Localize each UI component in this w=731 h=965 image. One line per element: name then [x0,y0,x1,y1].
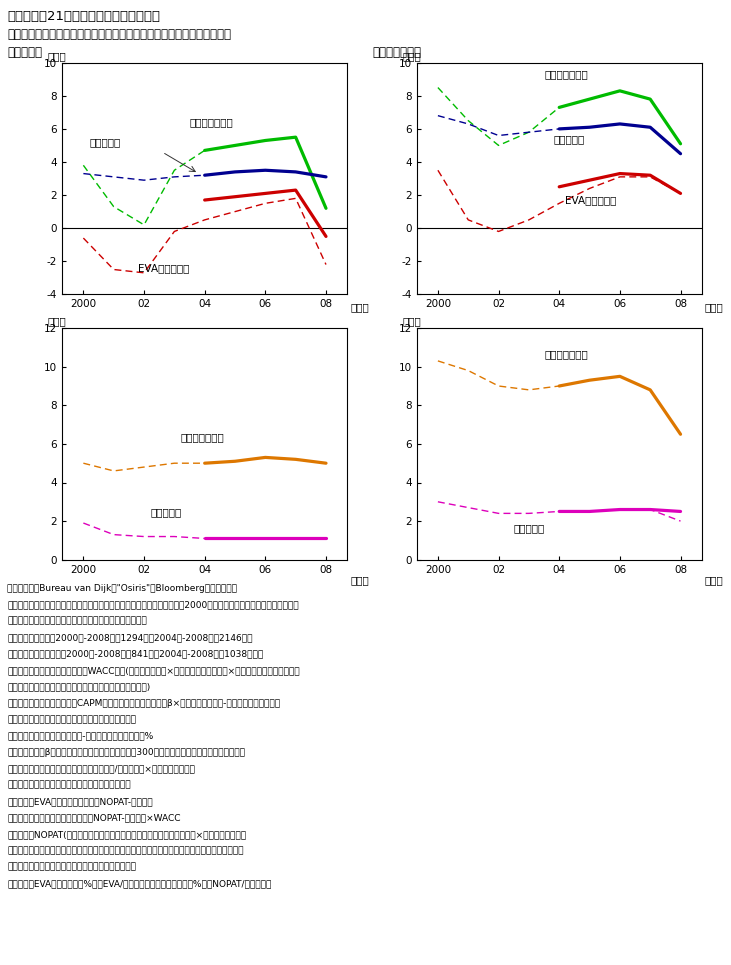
Text: ＝NOPAT-投下資本×WACC: ＝NOPAT-投下資本×WACC [7,813,181,822]
Text: 資本コスト: 資本コスト [89,137,121,148]
Text: （２）アメリカ: （２）アメリカ [373,46,422,59]
Text: アメリカ：（2000年-2008年；841社、2004年-2008年；1038社）。: アメリカ：（2000年-2008年；841社、2004年-2008年；1038社… [7,649,264,658]
Text: 負債コスト: 負債コスト [150,508,181,517]
Text: （年）: （年） [350,303,369,313]
Text: EVAスプレッド: EVAスプレッド [138,263,189,273]
Text: 必要項目に欠損値のない上場企業としている。: 必要項目に欠損値のない上場企業としている。 [7,617,147,625]
Text: リスクフリーレート：長期国債利回り: リスクフリーレート：長期国債利回り [7,715,136,724]
Text: 投下資本利益率: 投下資本利益率 [544,69,588,80]
Text: 負債コスト（税引後）＝支払利息/有利子負債×（１－実効税率）: 負債コスト（税引後）＝支払利息/有利子負債×（１－実効税率） [7,764,195,773]
Text: 負債コスト: 負債コスト [514,523,545,533]
Text: （年）: （年） [350,575,369,585]
Text: 株主資本コスト: 株主資本コスト [544,349,588,359]
Text: （％）: （％） [48,51,67,61]
Text: ５．EVAスプレッド（%）＝EVA/投下資本。投下資本利益率（%）＝NOPAT/投下資本。: ５．EVAスプレッド（%）＝EVA/投下資本。投下資本利益率（%）＝NOPAT/… [7,879,272,888]
Text: 投下資本＝短期借入金＋固定負債＋資本。: 投下資本＝短期借入金＋固定負債＋資本。 [7,863,136,871]
Text: 株主資本コスト（CAPM）＝リスクフリーレート＋β×（市場期待収益率-リスクフリーレート）: 株主資本コスト（CAPM）＝リスクフリーレート＋β×（市場期待収益率-リスクフリ… [7,699,281,707]
Text: ４．EVA（経済付加価値）＝NOPAT-資本費用: ４．EVA（経済付加価値）＝NOPAT-資本費用 [7,797,153,806]
Text: NOPAT(税引後営業利益）＝（営業利益＋受取利息・配当金）×（１－実効税率）: NOPAT(税引後営業利益）＝（営業利益＋受取利息・配当金）×（１－実効税率） [7,830,246,839]
Text: 市場期待収益率-リスクフリーレート：４%: 市場期待収益率-リスクフリーレート：４% [7,731,154,740]
Text: （％）: （％） [402,317,421,326]
Text: ２．対象企業は、金融・保険業を除いて、上記のデータベースより2000年以降の連続決算データが取得でき、: ２．対象企業は、金融・保険業を除いて、上記のデータベースより2000年以降の連続… [7,600,299,609]
Text: 投下資本利益率: 投下資本利益率 [189,118,233,127]
Text: （年）: （年） [705,303,724,313]
Text: 資本コスト: 資本コスト [553,134,584,144]
Text: EVAスプレッド: EVAスプレッド [565,195,617,206]
Text: 株主資本コスト: 株主資本コスト [181,432,224,442]
Text: ＋有利子負債): ＋有利子負債) [7,682,151,691]
Text: （１）日本: （１）日本 [7,46,42,59]
Text: ただし、事業利益（営業利益＋受取利息・配当金）がマイナスの場合は無税と仮定。: ただし、事業利益（営業利益＋受取利息・配当金）がマイナスの場合は無税と仮定。 [7,846,244,855]
Text: （備考）１．Bureau van Dijk社"Osiris"、Bloombergにより作成。: （備考）１．Bureau van Dijk社"Osiris"、Bloomberg… [7,584,238,593]
Text: （％）: （％） [48,317,67,326]
Text: β値：インデックスとして日本は日経300、アメリカはダウ・ジョーンズを使用: β値：インデックスとして日本は日経300、アメリカはダウ・ジョーンズを使用 [7,748,246,757]
Text: 日本企業の資本コストは、株主資本、負債ともに低水準: 日本企業の資本コストは、株主資本、負債ともに低水準 [7,28,231,41]
Text: ３．加重平均資本コスト（WACC）＝(株主資本コスト×時価総額＋負債コスト×有利子負債）／（時価総額: ３．加重平均資本コスト（WACC）＝(株主資本コスト×時価総額＋負債コスト×有利… [7,666,300,675]
Text: 有利子負債＝長期・短期借入金＋社債。: 有利子負債＝長期・短期借入金＋社債。 [7,781,131,789]
Text: （年）: （年） [705,575,724,585]
Text: 日本：（2000年-2008年；1294社、2004年-2008年；2146社）: 日本：（2000年-2008年；1294社、2004年-2008年；2146社） [7,633,253,642]
Text: （％）: （％） [402,51,421,61]
Text: 第３－３－21図　資本コストの日米比較: 第３－３－21図 資本コストの日米比較 [7,10,160,22]
